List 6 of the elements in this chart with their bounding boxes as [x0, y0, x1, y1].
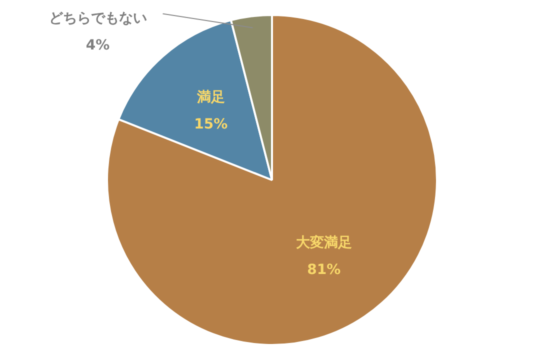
slice-label: 大変満足 — [296, 234, 352, 252]
data-label: 15% — [194, 116, 228, 132]
data-label: 4% — [86, 37, 110, 54]
data-label: 81% — [307, 262, 341, 278]
slice-label: どちらでもない — [48, 10, 147, 26]
slice-label: 満足 — [196, 89, 225, 106]
